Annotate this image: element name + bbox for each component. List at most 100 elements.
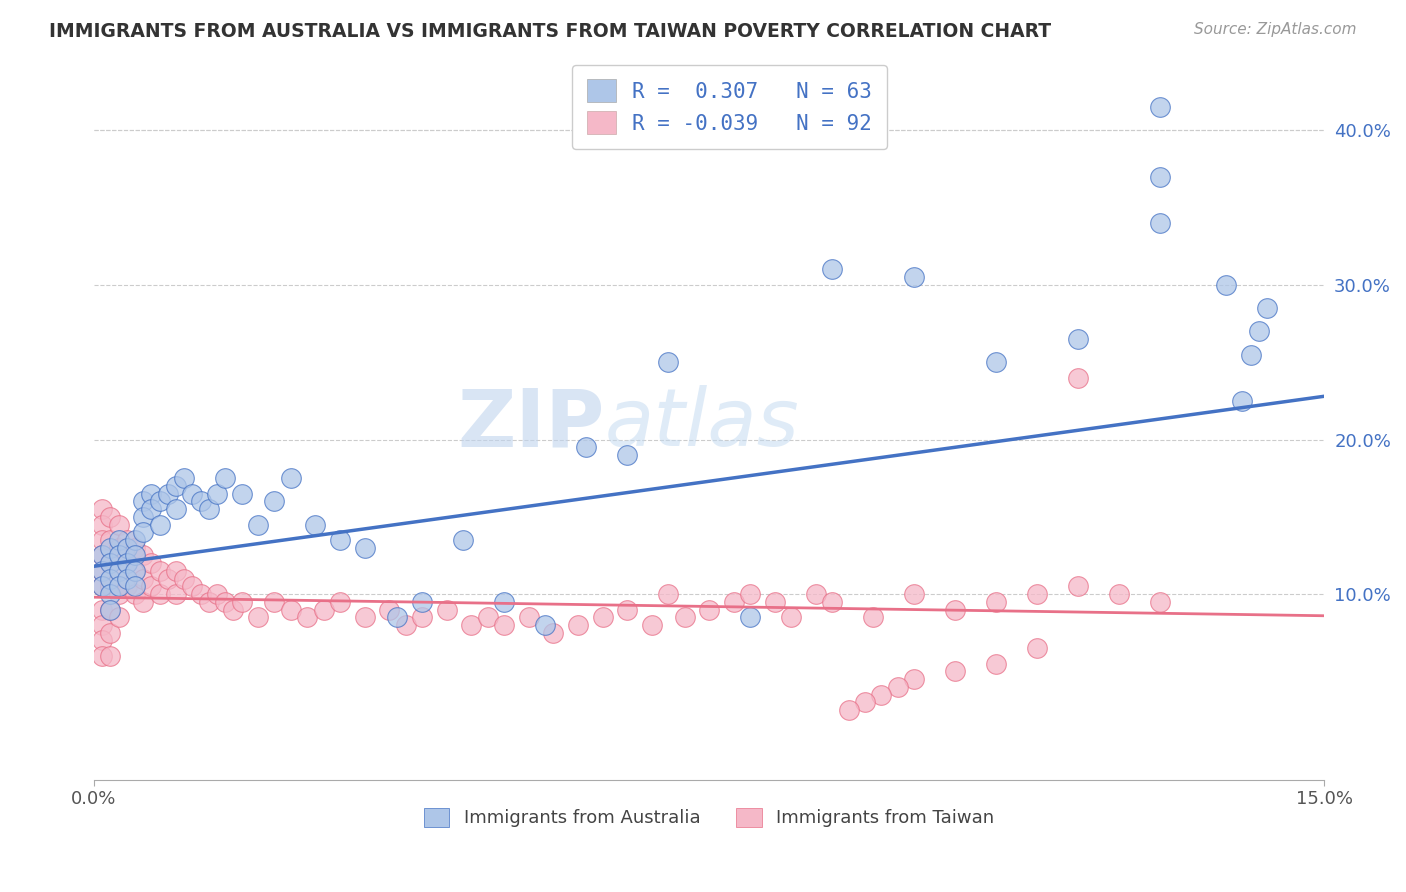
Point xyxy=(98,533,121,547)
Point xyxy=(156,486,179,500)
Point xyxy=(107,564,129,578)
Point xyxy=(567,618,589,632)
Point xyxy=(91,602,114,616)
Point xyxy=(1149,216,1171,230)
Point xyxy=(124,541,146,555)
Point xyxy=(165,564,187,578)
Point xyxy=(98,509,121,524)
Text: IMMIGRANTS FROM AUSTRALIA VS IMMIGRANTS FROM TAIWAN POVERTY CORRELATION CHART: IMMIGRANTS FROM AUSTRALIA VS IMMIGRANTS … xyxy=(49,22,1052,41)
Point xyxy=(378,602,401,616)
Point xyxy=(165,479,187,493)
Point xyxy=(148,564,170,578)
Point xyxy=(821,595,844,609)
Point xyxy=(295,610,318,624)
Point xyxy=(903,270,925,285)
Point xyxy=(280,471,302,485)
Point xyxy=(98,556,121,570)
Point xyxy=(107,564,129,578)
Point xyxy=(517,610,540,624)
Point xyxy=(124,579,146,593)
Point xyxy=(592,610,614,624)
Point xyxy=(190,587,212,601)
Point xyxy=(91,564,114,578)
Point xyxy=(1149,169,1171,184)
Point xyxy=(411,610,433,624)
Point xyxy=(1067,579,1090,593)
Point xyxy=(395,618,418,632)
Point xyxy=(1067,370,1090,384)
Point xyxy=(148,517,170,532)
Point xyxy=(165,587,187,601)
Point xyxy=(91,579,114,593)
Point xyxy=(246,610,269,624)
Point xyxy=(1067,332,1090,346)
Point xyxy=(494,618,516,632)
Point xyxy=(575,440,598,454)
Point xyxy=(862,610,884,624)
Point xyxy=(124,564,146,578)
Point xyxy=(91,502,114,516)
Legend: Immigrants from Australia, Immigrants from Taiwan: Immigrants from Australia, Immigrants fr… xyxy=(416,801,1001,835)
Point xyxy=(141,486,163,500)
Point xyxy=(205,587,228,601)
Point xyxy=(246,517,269,532)
Point xyxy=(141,579,163,593)
Point xyxy=(986,657,1008,671)
Point xyxy=(353,610,375,624)
Point xyxy=(98,648,121,663)
Point xyxy=(115,579,138,593)
Point xyxy=(197,595,219,609)
Point xyxy=(91,618,114,632)
Point xyxy=(353,541,375,555)
Point xyxy=(804,587,827,601)
Point xyxy=(853,695,876,709)
Point xyxy=(838,703,860,717)
Point xyxy=(1108,587,1130,601)
Point xyxy=(141,556,163,570)
Point xyxy=(943,665,966,679)
Point xyxy=(1149,100,1171,114)
Point xyxy=(98,625,121,640)
Point xyxy=(190,494,212,508)
Point xyxy=(132,509,155,524)
Point xyxy=(132,549,155,563)
Point xyxy=(263,494,285,508)
Point xyxy=(115,541,138,555)
Point xyxy=(98,579,121,593)
Point xyxy=(107,587,129,601)
Point xyxy=(1247,324,1270,338)
Point xyxy=(263,595,285,609)
Point xyxy=(329,595,352,609)
Point xyxy=(1239,347,1261,361)
Point xyxy=(115,533,138,547)
Point xyxy=(91,533,114,547)
Point xyxy=(821,262,844,277)
Point xyxy=(697,602,720,616)
Point xyxy=(115,572,138,586)
Point xyxy=(197,502,219,516)
Text: Source: ZipAtlas.com: Source: ZipAtlas.com xyxy=(1194,22,1357,37)
Point xyxy=(986,595,1008,609)
Point xyxy=(91,517,114,532)
Point xyxy=(124,587,146,601)
Point xyxy=(107,610,129,624)
Point xyxy=(91,564,114,578)
Point xyxy=(222,602,245,616)
Point xyxy=(903,672,925,686)
Point xyxy=(460,618,482,632)
Point xyxy=(436,602,458,616)
Point xyxy=(141,502,163,516)
Point xyxy=(740,610,762,624)
Point xyxy=(98,602,121,616)
Point xyxy=(91,579,114,593)
Point xyxy=(477,610,499,624)
Point xyxy=(124,564,146,578)
Point xyxy=(903,587,925,601)
Point xyxy=(181,579,204,593)
Point xyxy=(132,595,155,609)
Point xyxy=(165,502,187,516)
Point xyxy=(870,688,893,702)
Point xyxy=(132,494,155,508)
Point xyxy=(387,610,409,624)
Point xyxy=(740,587,762,601)
